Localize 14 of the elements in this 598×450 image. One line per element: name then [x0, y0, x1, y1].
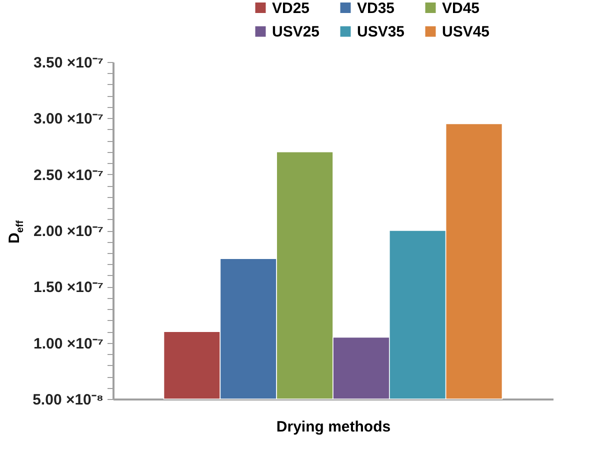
y-tick-label: 3.50 ×10⁻⁷ [34, 54, 104, 72]
y-tick-label: 2.50 ×10⁻⁷ [34, 166, 104, 184]
y-tick-label: 2.00 ×10⁻⁷ [34, 223, 104, 240]
y-tick-label: 1.00 ×10⁻⁷ [34, 335, 104, 352]
legend-label: USV45 [442, 24, 490, 40]
legend-label: VD35 [357, 0, 395, 17]
y-tick-label: 1.50 ×10⁻⁷ [34, 279, 104, 296]
legend-label: VD25 [272, 0, 310, 17]
y-tick-label: 5.00 ×10⁻⁸ [32, 392, 104, 408]
x-axis-title: Drying methods [276, 418, 391, 436]
y-tick-label: 3.00 ×10⁻⁷ [34, 110, 104, 128]
legend-label: VD45 [442, 0, 480, 17]
legend-label: USV35 [357, 24, 405, 40]
legend-label: USV25 [272, 24, 320, 40]
